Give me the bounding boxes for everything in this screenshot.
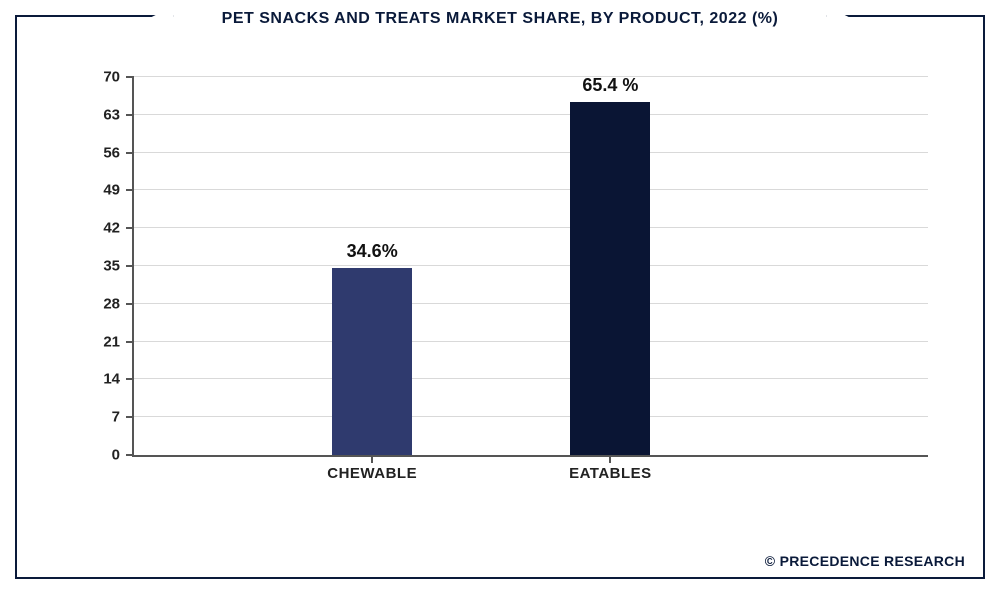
plot-region: 0714212835424956637034.6%CHEWABLE65.4 %E…	[132, 77, 928, 457]
grid-line	[134, 189, 928, 190]
y-axis-label: 0	[112, 447, 120, 464]
attribution-text: © PRECEDENCE RESEARCH	[765, 553, 965, 569]
y-tick	[126, 114, 134, 116]
y-axis-label: 28	[103, 295, 120, 312]
bar-value-label: 34.6%	[347, 241, 398, 262]
bar-chewable: 34.6%	[332, 268, 412, 455]
bar-eatables: 65.4 %	[570, 102, 650, 455]
y-axis-label: 70	[103, 69, 120, 86]
chart-frame: PET SNACKS AND TREATS MARKET SHARE, BY P…	[15, 15, 985, 579]
y-axis-label: 49	[103, 182, 120, 199]
grid-line	[134, 378, 928, 379]
grid-line	[134, 341, 928, 342]
bar-value-label: 65.4 %	[582, 75, 638, 96]
x-axis-label: EATABLES	[569, 465, 652, 482]
y-axis-label: 21	[103, 333, 120, 350]
y-tick	[126, 265, 134, 267]
y-tick	[126, 416, 134, 418]
y-tick	[126, 189, 134, 191]
chart-title: PET SNACKS AND TREATS MARKET SHARE, BY P…	[222, 10, 779, 28]
y-tick	[126, 378, 134, 380]
grid-line	[134, 227, 928, 228]
grid-line	[134, 265, 928, 266]
y-axis-label: 42	[103, 220, 120, 237]
y-tick	[126, 303, 134, 305]
x-tick	[371, 455, 373, 463]
grid-line	[134, 303, 928, 304]
grid-line	[134, 152, 928, 153]
y-tick	[126, 454, 134, 456]
y-tick	[126, 76, 134, 78]
y-tick	[126, 152, 134, 154]
grid-line	[134, 114, 928, 115]
x-axis-label: CHEWABLE	[327, 465, 417, 482]
y-tick	[126, 227, 134, 229]
y-axis-label: 63	[103, 106, 120, 123]
y-axis-label: 14	[103, 371, 120, 388]
grid-line	[134, 416, 928, 417]
y-axis-label: 35	[103, 258, 120, 275]
y-axis-label: 7	[112, 409, 120, 426]
grid-line	[134, 76, 928, 77]
title-banner: PET SNACKS AND TREATS MARKET SHARE, BY P…	[174, 6, 827, 32]
y-tick	[126, 341, 134, 343]
y-axis-label: 56	[103, 144, 120, 161]
chart-area: 0714212835424956637034.6%CHEWABLE65.4 %E…	[102, 77, 928, 487]
x-tick	[609, 455, 611, 463]
